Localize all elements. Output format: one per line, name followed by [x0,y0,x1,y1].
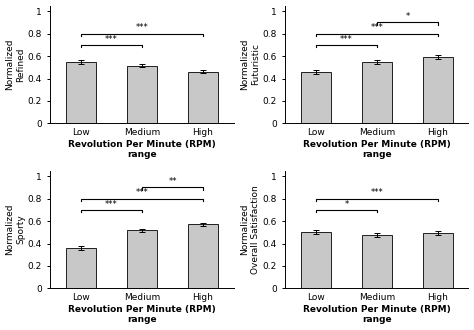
Text: ***: *** [136,188,148,197]
Text: **: ** [168,177,177,186]
X-axis label: Revolution Per Minute (RPM)
range: Revolution Per Minute (RPM) range [303,305,451,324]
Text: ***: *** [105,200,118,209]
Bar [301,72,331,123]
Bar [301,232,331,288]
Text: ***: *** [371,23,383,32]
Bar [66,62,96,123]
Bar [423,57,453,123]
Bar [127,66,157,123]
Y-axis label: Normalized
Refined: Normalized Refined [6,39,25,90]
Text: ***: *** [105,35,118,44]
Text: *: * [405,12,410,21]
Bar [188,224,218,288]
Bar [362,62,392,123]
Text: *: * [344,200,348,209]
Y-axis label: Normalized
Sporty: Normalized Sporty [6,204,25,255]
X-axis label: Revolution Per Minute (RPM)
range: Revolution Per Minute (RPM) range [303,140,451,159]
Y-axis label: Normalized
Overall Satisfaction: Normalized Overall Satisfaction [240,185,260,274]
Y-axis label: Normalized
Futuristic: Normalized Futuristic [240,39,260,90]
Bar [188,72,218,123]
Text: ***: *** [371,188,383,197]
Bar [362,235,392,288]
X-axis label: Revolution Per Minute (RPM)
range: Revolution Per Minute (RPM) range [68,140,216,159]
Text: ***: *** [136,23,148,32]
Bar [66,248,96,288]
Bar [127,230,157,288]
X-axis label: Revolution Per Minute (RPM)
range: Revolution Per Minute (RPM) range [68,305,216,324]
Text: ***: *** [340,35,353,44]
Bar [423,233,453,288]
